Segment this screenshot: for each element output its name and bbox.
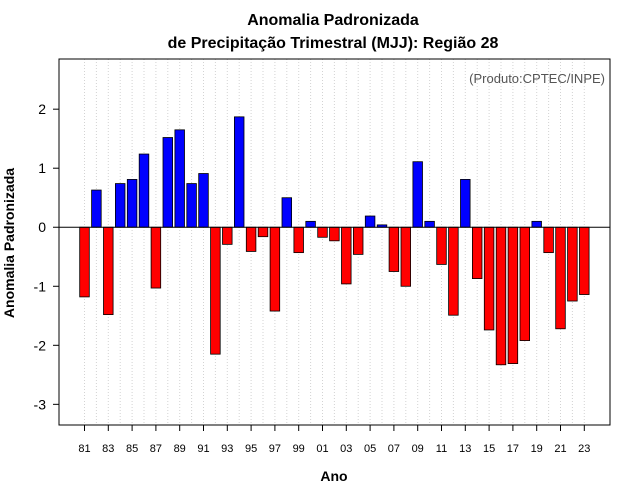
- bar-13: [460, 179, 471, 228]
- x-tick-label: 11: [436, 443, 447, 455]
- x-tick-label: 01: [316, 443, 328, 455]
- bar-04: [352, 226, 364, 255]
- y-tick-label: 2: [38, 101, 46, 117]
- bar-01: [317, 226, 328, 238]
- bar-81: [79, 226, 90, 298]
- x-tick-label: 97: [269, 443, 281, 455]
- bar-16: [495, 226, 507, 366]
- y-axis-label: Anomalia Padronizada: [1, 168, 17, 318]
- x-tick-label: 99: [293, 443, 305, 455]
- x-tick-label: 83: [102, 443, 114, 455]
- bar-19: [531, 220, 542, 228]
- bar-90: [186, 183, 197, 228]
- bar-21: [555, 226, 566, 330]
- y-tick-label: -2: [34, 337, 47, 353]
- x-tick-label: 13: [459, 443, 471, 455]
- bar-05: [364, 215, 376, 228]
- bar-88: [162, 137, 174, 228]
- x-axis: 81 83 85 87 89 91 93 95 97 99 01 03 05 07 09 11 13 15 17 19…: [78, 425, 590, 455]
- y-tick-label: -1: [34, 278, 47, 294]
- bar-03: [341, 226, 352, 285]
- x-tick-label: 81: [78, 443, 90, 455]
- x-tick-label: 09: [412, 443, 424, 455]
- x-axis-label: Ano: [320, 468, 347, 484]
- bars: [79, 116, 590, 366]
- bar-96: [257, 226, 269, 238]
- bar-83: [103, 226, 114, 316]
- x-tick-label: 93: [221, 443, 233, 455]
- bar-07: [388, 226, 400, 272]
- bar-08: [400, 226, 412, 287]
- x-tick-label: 17: [507, 443, 519, 455]
- plot-frame: [58, 58, 611, 426]
- y-axis: -3 -2 -1 0 1 2: [34, 101, 59, 412]
- bar-10: [424, 220, 435, 228]
- x-tick-label: 03: [340, 443, 352, 455]
- bar-18: [519, 226, 531, 341]
- bar-98: [281, 197, 293, 228]
- bar-91: [198, 173, 209, 228]
- source-annotation: (Produto:CPTEC/INPE): [469, 71, 605, 86]
- x-tick-label: 19: [531, 443, 543, 455]
- x-tick-label: 07: [388, 443, 400, 455]
- x-tick-label: 23: [578, 443, 590, 455]
- bar-00: [305, 220, 316, 228]
- chart-subtitle: de Precipitação Trimestral (MJJ): Região…: [168, 35, 499, 52]
- x-tick-label: 91: [197, 443, 209, 455]
- bar-93: [222, 226, 233, 245]
- bar-89: [174, 129, 185, 228]
- bar-82: [91, 189, 102, 228]
- chart-title: Anomalia Padronizada: [247, 12, 419, 29]
- x-tick-label: 89: [174, 443, 186, 455]
- x-tick-label: 15: [483, 443, 495, 455]
- bar-23: [579, 226, 590, 295]
- bar-95: [245, 226, 257, 252]
- bar-84: [115, 183, 126, 228]
- bar-92: [210, 226, 221, 355]
- bar-99: [293, 226, 304, 254]
- bar-22: [567, 226, 578, 302]
- bar-17: [507, 226, 519, 365]
- bar-87: [150, 226, 162, 289]
- y-tick-label: 1: [38, 160, 46, 176]
- x-tick-label: 05: [364, 443, 376, 455]
- bar-12: [448, 226, 459, 316]
- bar-14: [471, 226, 483, 279]
- x-tick-label: 95: [245, 443, 257, 455]
- bar-20: [543, 226, 554, 254]
- x-tick-label: 85: [126, 443, 138, 455]
- y-tick-label: 0: [38, 219, 46, 235]
- x-tick-label: 21: [554, 443, 566, 455]
- bar-86: [138, 153, 150, 228]
- bar-85: [126, 179, 138, 228]
- bar-11: [436, 226, 447, 265]
- bar-97: [269, 226, 281, 312]
- bar-02: [329, 226, 340, 242]
- bar-09: [412, 161, 423, 228]
- x-tick-label: 87: [150, 443, 162, 455]
- bar-94: [233, 116, 245, 228]
- bar-15: [483, 226, 495, 331]
- y-tick-label: -3: [34, 396, 47, 412]
